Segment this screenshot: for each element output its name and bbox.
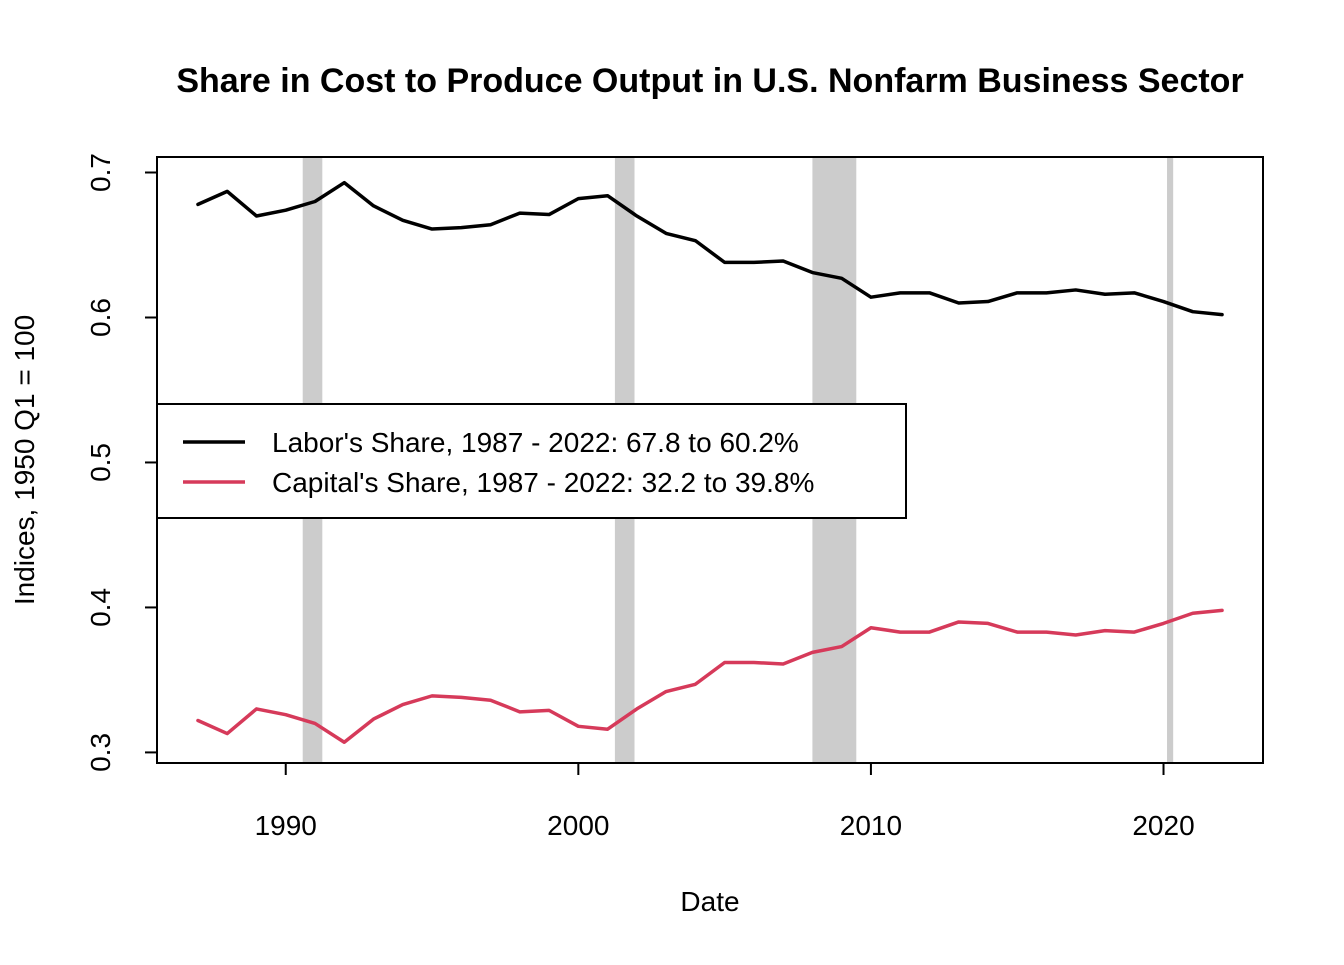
legend-label-capital-share: Capital's Share, 1987 - 2022: 32.2 to 39… (272, 467, 814, 498)
recession-band-4 (1167, 158, 1174, 762)
x-tick-label: 2010 (840, 810, 902, 841)
y-tick-label: 0.4 (85, 588, 116, 627)
y-tick-label: 0.6 (85, 298, 116, 337)
x-tick-label: 2020 (1132, 810, 1194, 841)
x-tick-label: 1990 (255, 810, 317, 841)
chart-title: Share in Cost to Produce Output in U.S. … (176, 62, 1243, 100)
x-tick-label: 2000 (547, 810, 609, 841)
x-axis-title: Date (680, 886, 739, 917)
y-tick-label: 0.5 (85, 443, 116, 482)
series-line-capital-share (196, 608, 1224, 745)
y-tick-label: 0.3 (85, 733, 116, 772)
y-axis-title: Indices, 1950 Q1 = 100 (9, 315, 40, 605)
series-lines-group (196, 180, 1224, 745)
legend-box (156, 403, 907, 519)
x-axis: 1990 2000 2010 2020 (255, 762, 1195, 841)
series-line-labor-share (196, 180, 1224, 317)
y-tick-label: 0.7 (85, 153, 116, 192)
legend: Labor's Share, 1987 - 2022: 67.8 to 60.2… (156, 403, 907, 519)
legend-label-labor-share: Labor's Share, 1987 - 2022: 67.8 to 60.2… (272, 427, 799, 458)
